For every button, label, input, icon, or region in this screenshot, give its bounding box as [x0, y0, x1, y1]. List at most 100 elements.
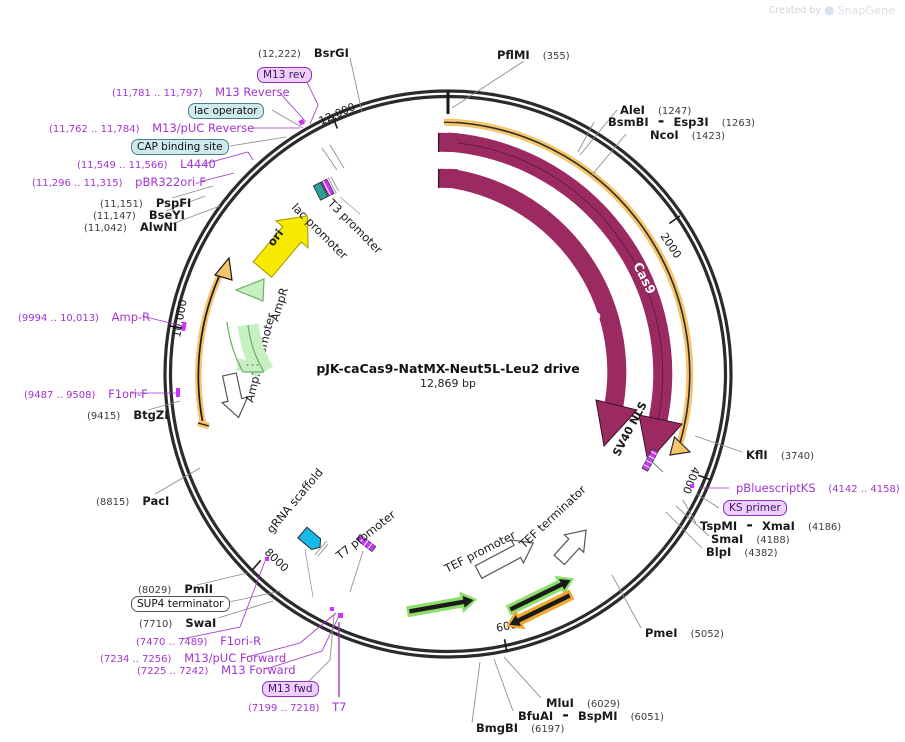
primer-label-m13-puc-reverse[interactable]: (11,762 .. 11,784) M13/pUC Reverse: [49, 122, 254, 136]
primer-name: M13 Forward: [221, 663, 296, 677]
enzyme-label-bseyi[interactable]: (11,147) BseYI: [93, 206, 185, 223]
primer-label-pbluescriptks[interactable]: pBluescriptKS (4142 .. 4158): [736, 482, 900, 496]
f1ori-f-marker: [176, 321, 187, 397]
primer-position: (11,296 .. 11,315): [32, 178, 123, 189]
plasmid-title: pJK-caCas9-NatMX-Neut5L-Leu2 drive: [316, 361, 580, 376]
primer-position: (9994 .. 10,013): [18, 313, 99, 324]
enzyme-position: (1263): [721, 118, 756, 129]
svg-text:12,000: 12,000: [317, 100, 357, 128]
enzyme-label-kfli[interactable]: KflI (3740): [746, 446, 814, 463]
primer-name: F1ori-F: [108, 387, 148, 401]
feature-ampr: AmpR: [226, 278, 291, 378]
enzyme-label-mlui[interactable]: MluI (6029): [546, 694, 620, 711]
boxed-label-cap-binding-site[interactable]: CAP binding site: [131, 139, 229, 156]
feature-tef-terminator: TEF terminator: [516, 482, 589, 566]
primer-label-pbr322ori-f[interactable]: (11,296 .. 11,315) pBR322ori-F: [32, 176, 206, 190]
enzyme-position: (6029): [586, 699, 621, 710]
watermark-prefix: Created by: [768, 4, 821, 16]
svg-text:gRNA scaffold: gRNA scaffold: [264, 465, 326, 535]
enzyme-label-bsrgi[interactable]: (12,222) BsrGI: [258, 44, 349, 61]
enzyme-name: BtgZI: [133, 408, 169, 422]
enzyme-label-bsmbi-esp3i[interactable]: BsmBI - Esp3I (1263): [608, 111, 756, 130]
enzyme-name: PmlI: [184, 582, 213, 596]
primer-position: (7470 .. 7489): [136, 637, 208, 648]
boxed-label-m13-fwd[interactable]: M13 fwd: [262, 681, 319, 698]
enzyme-pair-dash: -: [657, 111, 665, 130]
feature-t7-promoter: T7 promoter: [332, 507, 398, 593]
primer-label-amp-r[interactable]: (9994 .. 10,013) Amp-R: [18, 311, 150, 325]
enzyme-position: (6197): [531, 724, 565, 735]
primer-label-f1ori-r[interactable]: (7470 .. 7489) F1ori-R: [136, 635, 261, 649]
enzyme-label-paci[interactable]: (8815) PacI: [96, 492, 169, 509]
enzyme-label-ncoi[interactable]: NcoI (1423): [650, 126, 725, 143]
primer-label-t7[interactable]: (7199 .. 7218) T7: [248, 701, 346, 715]
enzyme-position: (355): [542, 51, 570, 62]
enzyme-position: (7710): [139, 619, 173, 630]
enzyme-pair-dash: -: [746, 515, 753, 534]
backbone-primer-ticks: [265, 118, 694, 618]
enzyme-name: KflI: [746, 448, 768, 462]
enzyme-name-left: TspMI: [700, 519, 738, 533]
primer-position: (7199 .. 7218): [248, 703, 320, 714]
enzyme-position: (5052): [690, 629, 724, 640]
feature-cas9-outer: [437, 132, 683, 464]
primer-label-m13-reverse[interactable]: (11,781 .. 11,797) M13 Reverse: [112, 86, 290, 100]
enzyme-name: SmaI: [711, 532, 744, 546]
enzyme-label-alei[interactable]: AleI (1247): [620, 101, 691, 118]
enzyme-label-blpi[interactable]: BlpI (4382): [706, 543, 778, 560]
enzyme-position: (1423): [691, 131, 725, 142]
feature-green-arrow-left: [406, 591, 478, 618]
enzyme-name: AlwNI: [139, 220, 178, 234]
primer-label-l4440[interactable]: (11,549 .. 11,566) L4440: [77, 158, 216, 172]
enzyme-label-pmli[interactable]: (8029) PmlI: [138, 580, 213, 597]
svg-text:AmpR: AmpR: [267, 286, 290, 323]
primer-position: (9487 .. 9508): [24, 390, 96, 401]
enzyme-name: AleI: [620, 103, 645, 117]
enzyme-label-pmei[interactable]: PmeI (5052): [645, 624, 724, 641]
primer-position: (4142 .. 4158): [828, 484, 900, 495]
enzyme-label-pflmi[interactable]: PflMI (355): [497, 46, 570, 63]
enzyme-name-right: BspMI: [577, 709, 618, 723]
enzyme-name: BsrGI: [313, 46, 349, 60]
feature-orange-arrow-right: [505, 589, 575, 630]
primer-label-m13-forward[interactable]: (7225 .. 7242) M13 Forward: [137, 664, 296, 678]
enzyme-label-tspmi-xmai[interactable]: TspMI - XmaI (4186): [700, 515, 841, 534]
enzyme-position: (6051): [630, 712, 664, 723]
boxed-label-ks-primer[interactable]: KS primer: [723, 500, 787, 517]
primer-position: (11,549 .. 11,566): [77, 160, 168, 171]
enzyme-name: BmgBI: [476, 721, 519, 735]
enzyme-position: (8815): [96, 497, 130, 508]
enzyme-position: (1247): [658, 106, 692, 117]
primer-label-m13-puc-forward[interactable]: (7234 .. 7256) M13/pUC Forward: [100, 652, 286, 666]
boxed-label-m13-rev[interactable]: M13 rev: [257, 67, 312, 84]
plasmid-size: 12,869 bp: [420, 377, 476, 390]
enzyme-label-bfuai-bspmi[interactable]: BfuAI - BspMI (6051): [518, 706, 664, 724]
feature-cas9-inner: [437, 168, 638, 448]
enzyme-label-alwni[interactable]: (11,042) AlwNI: [84, 218, 177, 235]
enzyme-position: (11,042): [84, 223, 127, 234]
feature-orange-arc-top: [443, 118, 694, 456]
primer-position: (11,781 .. 11,797): [112, 88, 203, 99]
ruler-ticks: [169, 115, 711, 653]
enzyme-name-left: BfuAI: [518, 709, 554, 723]
boxed-label-lac-operator[interactable]: lac operator: [188, 103, 264, 120]
enzyme-name: PflMI: [497, 48, 530, 62]
enzyme-name: SwaI: [185, 616, 217, 630]
enzyme-label-swai[interactable]: (7710) SwaI: [139, 614, 216, 631]
enzyme-position: (9415): [87, 411, 121, 422]
snapgene-logo-icon: ●: [824, 3, 835, 17]
boxed-label-sup4-terminator[interactable]: SUP4 terminator: [131, 596, 230, 613]
enzyme-name-right: XmaI: [761, 519, 795, 533]
enzyme-label-pspfi[interactable]: (11,151) PspFI: [100, 194, 191, 211]
enzyme-label-bmgbi[interactable]: BmgBI (6197): [476, 719, 564, 736]
primer-name: Amp-R: [111, 310, 151, 324]
primer-name: M13 Reverse: [215, 85, 290, 99]
enzyme-name: PspFI: [155, 196, 192, 210]
enzyme-label-smai[interactable]: SmaI (4188): [711, 530, 790, 547]
primer-position: (7234 .. 7256): [100, 654, 172, 665]
svg-text:T7 promoter: T7 promoter: [332, 507, 398, 563]
enzyme-label-btgzi[interactable]: (9415) BtgZI: [87, 406, 168, 423]
primer-label-f1ori-f[interactable]: (9487 .. 9508) F1ori-F: [24, 388, 148, 402]
